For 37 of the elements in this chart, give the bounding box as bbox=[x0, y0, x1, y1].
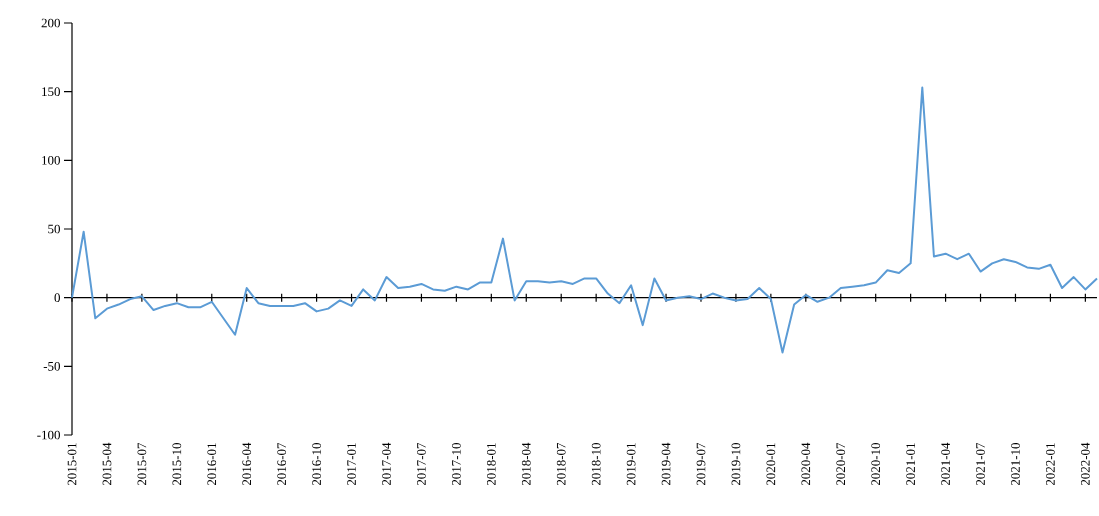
x-tick-label: 2015-10 bbox=[172, 443, 182, 486]
x-tick-label: 2017-01 bbox=[347, 443, 356, 486]
x-tick-label: 2021-07 bbox=[976, 442, 985, 486]
x-tick-label: 2015-01 bbox=[67, 443, 77, 486]
y-tick-label: -50 bbox=[43, 361, 60, 371]
y-tick-label: 0 bbox=[54, 293, 60, 303]
x-tick-label: 2020-01 bbox=[766, 443, 776, 486]
x-tick-label: 2022-01 bbox=[1046, 443, 1055, 486]
x-tick-label: 2019-07 bbox=[696, 442, 706, 486]
y-tick-label: 150 bbox=[42, 87, 60, 97]
y-tick-label: 50 bbox=[48, 224, 60, 234]
x-tick-label: 2022-04 bbox=[1080, 442, 1090, 486]
x-tick-label: 2015-04 bbox=[102, 442, 112, 486]
x-tick-label: 2019-10 bbox=[731, 443, 741, 486]
x-tick-label: 2020-10 bbox=[871, 443, 881, 486]
x-tick-label: 2020-04 bbox=[801, 442, 811, 486]
x-tick-label: 2020-07 bbox=[836, 442, 846, 486]
x-tick-label: 2016-01 bbox=[207, 443, 217, 486]
x-tick-label: 2018-01 bbox=[486, 443, 496, 486]
x-tick-label: 2016-04 bbox=[242, 442, 252, 486]
x-tick-label: 2018-10 bbox=[591, 443, 601, 486]
x-tick-label: 2018-07 bbox=[556, 442, 566, 486]
x-tick-label: 2016-10 bbox=[312, 443, 321, 486]
x-tick-label: 2021-10 bbox=[1011, 443, 1020, 486]
x-tick-label: 2016-07 bbox=[277, 442, 287, 486]
x-tick-label: 2021-04 bbox=[941, 442, 950, 486]
x-tick-label: 2017-04 bbox=[382, 442, 391, 486]
y-tick-label: 100 bbox=[42, 155, 60, 165]
x-tick-label: 2019-04 bbox=[661, 442, 671, 486]
x-tick-label: 2015-07 bbox=[137, 442, 147, 486]
x-tick-label: 2017-07 bbox=[417, 442, 426, 486]
y-tick-label: 200 bbox=[41, 18, 60, 28]
y-tick-label: -100 bbox=[37, 430, 60, 440]
x-tick-label: 2017-10 bbox=[452, 443, 461, 486]
x-tick-label: 2018-04 bbox=[521, 442, 531, 486]
x-tick-label: 2021-01 bbox=[906, 443, 916, 486]
x-tick-label: 2019-01 bbox=[626, 443, 636, 486]
